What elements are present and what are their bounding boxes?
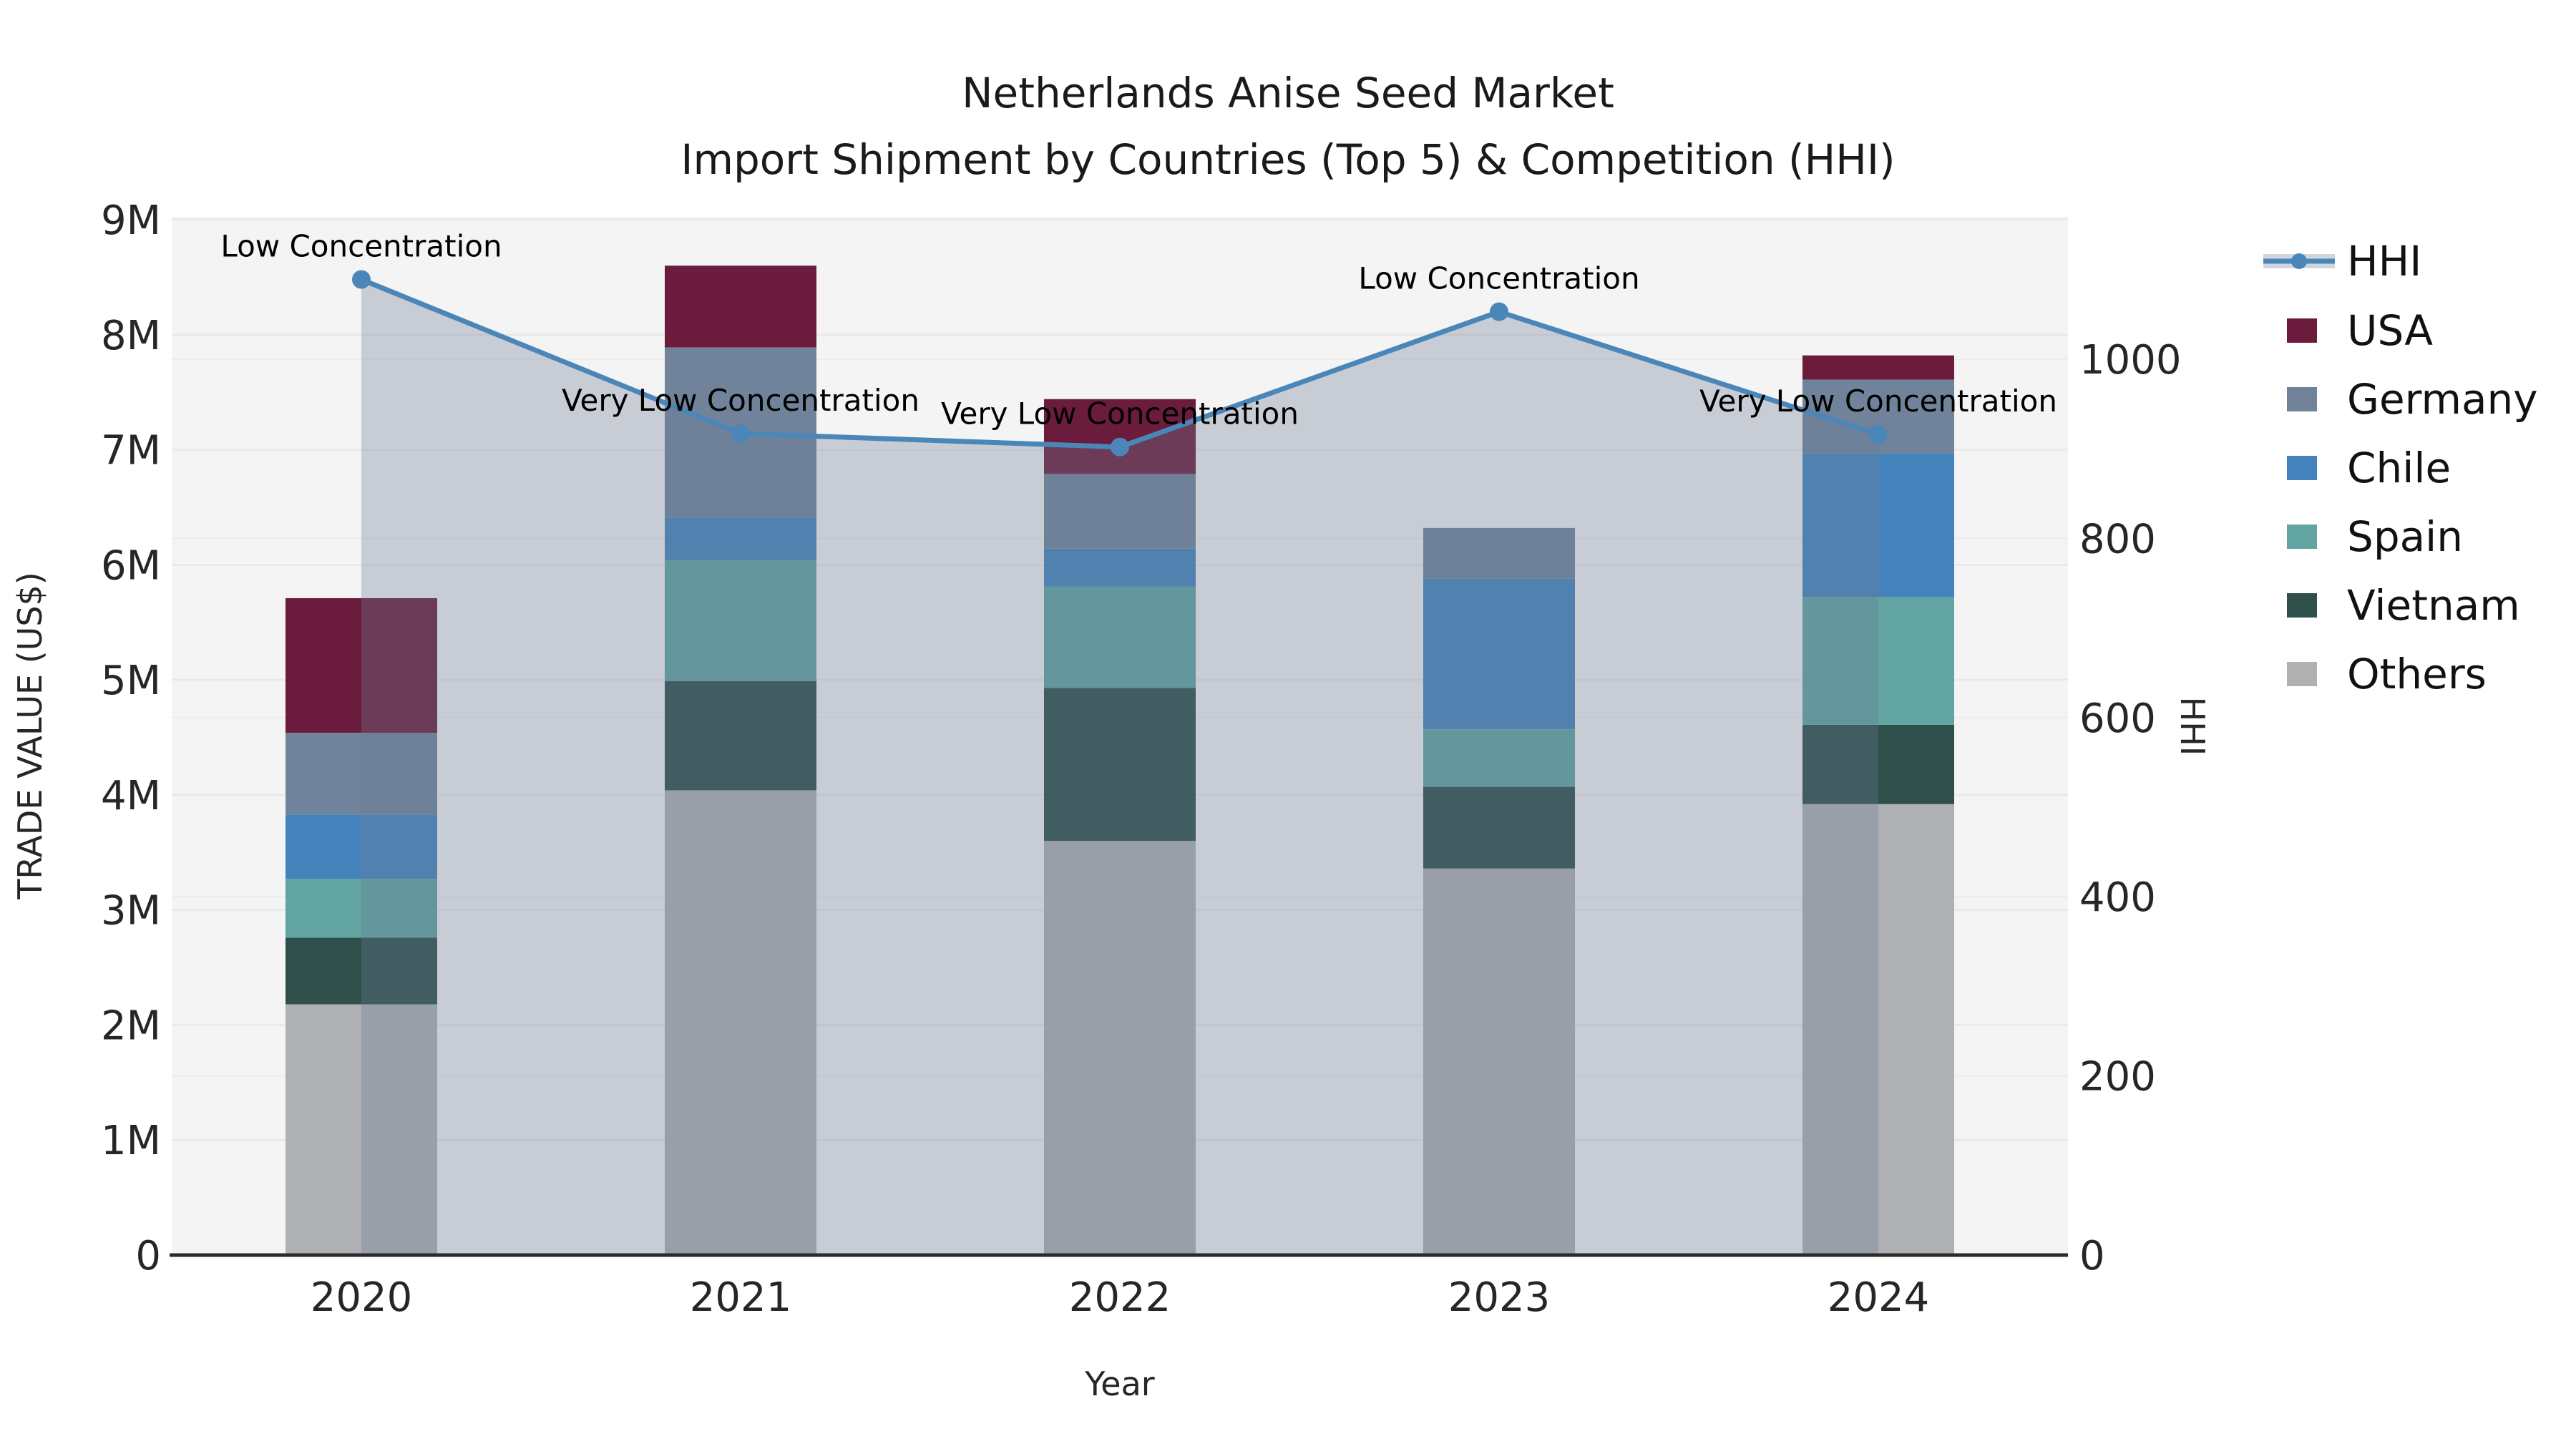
legend: HHI USA Germany Chile Spain Vietnam Others xyxy=(2263,237,2538,698)
legend-swatch-spain xyxy=(2287,525,2317,549)
y-left-tick-3M: 3M xyxy=(101,888,161,935)
y-right-tick-600: 600 xyxy=(2079,696,2156,742)
legend-label-germany: Germany xyxy=(2347,375,2538,424)
bar-group-2022 xyxy=(1044,399,1196,1255)
y-axis-ticks-left: 0 1M 2M 3M 4M 5M 6M 7M 8M 9M xyxy=(101,197,161,1279)
bar-segment-spain-2020 xyxy=(286,879,437,938)
bar-segment-others-2021 xyxy=(665,790,816,1255)
annotation-2020: Low Concentration xyxy=(220,229,502,264)
y-left-tick-1M: 1M xyxy=(101,1118,161,1164)
bar-segment-germany-2020 xyxy=(286,733,437,815)
bar-group-2021 xyxy=(665,265,816,1255)
legend-swatch-chile xyxy=(2287,456,2317,480)
chart-title-line1: Netherlands Anise Seed Market xyxy=(962,69,1614,117)
legend-item-vietnam: Vietnam xyxy=(2287,581,2520,630)
legend-item-others: Others xyxy=(2287,650,2487,698)
bar-segment-others-2022 xyxy=(1044,841,1196,1255)
legend-label-hhi: HHI xyxy=(2347,237,2421,286)
chart-title-line2: Import Shipment by Countries (Top 5) & C… xyxy=(680,135,1895,184)
hhi-point-2020 xyxy=(352,270,371,289)
bar-group-2023 xyxy=(1423,527,1575,1255)
legend-item-chile: Chile xyxy=(2287,444,2451,492)
concentration-annotations: Low Concentration Very Low Concentration V… xyxy=(220,229,2057,431)
bar-segment-usa-2021 xyxy=(665,265,816,348)
y-left-tick-9M: 9M xyxy=(101,197,161,244)
bar-segment-chile-2021 xyxy=(665,517,816,560)
x-axis-ticks: 2020 2021 2022 2023 2024 xyxy=(311,1274,1930,1321)
x-axis-label: Year xyxy=(1084,1365,1154,1403)
x-tick-2024: 2024 xyxy=(1828,1274,1930,1321)
hhi-area-fill xyxy=(361,279,1878,1255)
hhi-point-2022 xyxy=(1111,437,1129,457)
hhi-point-2021 xyxy=(731,424,750,443)
bar-segment-usa-2024 xyxy=(1802,355,1954,380)
legend-item-hhi: HHI xyxy=(2263,237,2421,286)
bar-segment-vietnam-2020 xyxy=(286,937,437,1005)
bar-segment-chile-2023 xyxy=(1423,578,1575,730)
y-right-tick-200: 200 xyxy=(2079,1054,2156,1101)
legend-swatch-vietnam xyxy=(2287,593,2317,618)
y-axis-label-left: TRADE VALUE (US$) xyxy=(11,572,49,899)
bar-segment-others-2024 xyxy=(1802,804,1954,1255)
bar-segment-usa-2020 xyxy=(286,597,437,733)
annotation-2022: Very Low Concentration xyxy=(941,396,1299,431)
bar-segment-vietnam-2023 xyxy=(1423,786,1575,869)
y-axis-ticks-right: 0 200 400 600 800 1000 xyxy=(2079,337,2182,1279)
y-left-tick-2M: 2M xyxy=(101,1002,161,1049)
annotation-2021: Very Low Concentration xyxy=(562,383,919,418)
legend-item-germany: Germany xyxy=(2287,375,2538,424)
legend-swatch-usa xyxy=(2287,318,2317,343)
legend-label-vietnam: Vietnam xyxy=(2347,581,2520,630)
y-left-tick-4M: 4M xyxy=(101,773,161,819)
bar-segment-vietnam-2024 xyxy=(1802,724,1954,804)
hhi-line-markers xyxy=(352,270,1888,457)
bar-segment-usa-2022 xyxy=(1044,399,1196,474)
bar-segment-chile-2020 xyxy=(286,814,437,879)
y-left-tick-6M: 6M xyxy=(101,542,161,589)
bar-segment-chile-2022 xyxy=(1044,548,1196,587)
y-left-tick-5M: 5M xyxy=(101,658,161,704)
y-right-tick-0: 0 xyxy=(2079,1233,2105,1279)
bar-group-2020 xyxy=(286,597,437,1255)
legend-label-others: Others xyxy=(2347,650,2487,698)
bar-segment-chile-2024 xyxy=(1802,453,1954,597)
bar-segment-spain-2023 xyxy=(1423,729,1575,787)
hhi-point-2023 xyxy=(1490,302,1508,321)
legend-swatch-others xyxy=(2287,662,2317,686)
x-tick-2023: 2023 xyxy=(1448,1274,1551,1321)
annotation-2023: Low Concentration xyxy=(1358,261,1639,296)
bar-segment-germany-2022 xyxy=(1044,474,1196,549)
annotation-2024: Very Low Concentration xyxy=(1699,384,2057,419)
bar-segment-others-2020 xyxy=(286,1004,437,1255)
hhi-point-2024 xyxy=(1869,425,1888,444)
legend-hhi-marker-sample xyxy=(2291,253,2307,269)
bar-segment-spain-2024 xyxy=(1802,597,1954,725)
y-right-tick-800: 800 xyxy=(2079,516,2156,562)
x-tick-2022: 2022 xyxy=(1069,1274,1171,1321)
bar-segment-vietnam-2022 xyxy=(1044,688,1196,841)
bar-segment-vietnam-2021 xyxy=(665,680,816,791)
y-left-tick-8M: 8M xyxy=(101,313,161,359)
bar-segment-others-2023 xyxy=(1423,868,1575,1255)
y-right-tick-1000: 1000 xyxy=(2079,337,2182,384)
bar-group-2024 xyxy=(1802,355,1954,1255)
y-left-tick-7M: 7M xyxy=(101,428,161,474)
y-right-tick-400: 400 xyxy=(2079,874,2156,921)
legend-item-spain: Spain xyxy=(2287,512,2463,561)
y-axis-label-right: HHI xyxy=(2173,697,2212,756)
bar-segment-spain-2022 xyxy=(1044,586,1196,688)
stacked-bars xyxy=(286,265,1954,1255)
x-tick-2021: 2021 xyxy=(690,1274,792,1321)
legend-label-usa: USA xyxy=(2347,306,2433,355)
y-left-tick-0: 0 xyxy=(135,1233,161,1279)
legend-label-spain: Spain xyxy=(2347,512,2463,561)
legend-item-usa: USA xyxy=(2287,306,2433,355)
legend-swatch-germany xyxy=(2287,387,2317,411)
bar-segment-germany-2023 xyxy=(1423,527,1575,579)
x-tick-2020: 2020 xyxy=(311,1274,413,1321)
legend-label-chile: Chile xyxy=(2347,444,2451,492)
bar-segment-spain-2021 xyxy=(665,560,816,681)
